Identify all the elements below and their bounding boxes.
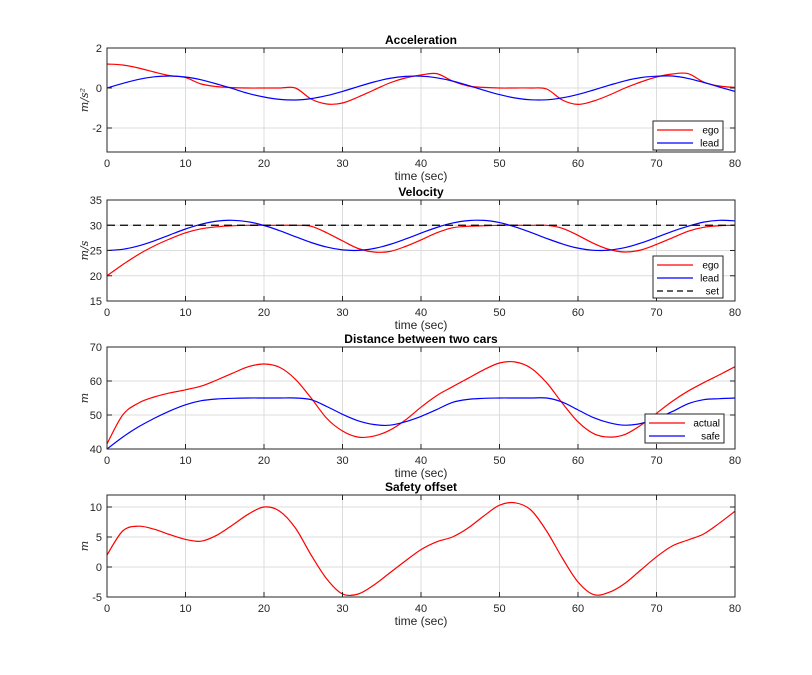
x-tick-label: 70 [650,603,662,615]
x-tick-label: 80 [729,158,741,170]
chart-title: Safety offset [385,480,457,494]
y-tick-label: 15 [90,296,102,308]
x-tick-label: 20 [258,158,270,170]
x-tick-label: 10 [179,158,191,170]
x-tick-label: 60 [572,158,584,170]
x-tick-label: 80 [729,307,741,319]
y-axis-label: m [78,393,91,403]
legend-label: set [706,287,720,298]
x-axis-label: time (sec) [395,614,448,628]
x-tick-label: 10 [179,455,191,467]
series-line-lead [107,219,735,252]
legend: actual safe [644,413,725,444]
legend-label: ego [702,126,719,137]
x-tick-label: 80 [729,455,741,467]
chart-title: Acceleration [385,33,457,47]
x-tick-label: 30 [336,455,348,467]
legend-label: ego [702,261,719,272]
y-tick-label: 5 [96,532,102,544]
x-tick-label: 60 [572,603,584,615]
x-tick-label: 10 [179,307,191,319]
y-axis-label: m [78,541,91,551]
x-tick-label: 0 [104,455,110,467]
x-tick-label: 20 [258,455,270,467]
x-tick-label: 0 [104,158,110,170]
legend-box [652,120,724,151]
series-line-ego [107,63,735,106]
legend: ego lead [652,120,724,151]
y-axis-label: m/s² [78,88,91,112]
legend-label: safe [701,432,720,443]
y-tick-label: 0 [96,562,102,574]
y-tick-label: 30 [90,220,102,232]
series-line-safe [107,397,735,449]
subplot-3: 0 10 20 30 40 50 60 70 80 40 50 60 70 Distance betwee… [78,332,741,480]
subplot-1: 0 10 20 30 40 50 60 70 80 -2 0 2 Acceleration time (s… [78,33,741,183]
x-tick-label: 50 [493,455,505,467]
chart-title: Distance between two cars [344,332,498,346]
legend: ego lead set [652,255,724,299]
x-tick-label: 70 [650,455,662,467]
x-tick-label: 50 [493,307,505,319]
x-tick-label: 70 [650,307,662,319]
legend-label: actual [693,419,720,430]
x-axis-label: time (sec) [395,169,448,183]
series-line-ego [107,224,735,277]
y-tick-label: 50 [90,410,102,422]
x-tick-label: 30 [336,307,348,319]
subplot-2: 0 10 20 30 40 50 60 70 80 15 20 25 30 35 Velocity time … [78,185,741,332]
x-tick-label: 20 [258,307,270,319]
x-tick-label: 40 [415,307,427,319]
x-axis-label: time (sec) [395,466,448,480]
x-tick-label: 40 [415,158,427,170]
y-tick-label: 0 [96,83,102,95]
x-tick-label: 40 [415,455,427,467]
x-tick-label: 50 [493,603,505,615]
y-tick-label: 20 [90,271,102,283]
x-tick-label: 40 [415,603,427,615]
y-tick-label: 10 [90,502,102,514]
y-tick-label: -5 [92,592,102,604]
y-tick-label: 25 [90,246,102,258]
x-tick-label: 30 [336,603,348,615]
x-tick-label: 0 [104,603,110,615]
series-line-lead [107,75,735,101]
y-tick-label: 40 [90,444,102,456]
y-tick-label: 60 [90,376,102,388]
x-tick-label: 60 [572,455,584,467]
x-tick-label: 60 [572,307,584,319]
series-line-offset [107,501,735,597]
y-tick-label: 2 [96,43,102,55]
x-tick-label: 80 [729,603,741,615]
x-axis-label: time (sec) [395,318,448,332]
x-tick-label: 0 [104,307,110,319]
y-tick-label: 70 [90,342,102,354]
x-tick-label: 70 [650,158,662,170]
x-tick-label: 50 [493,158,505,170]
y-tick-label: -2 [92,123,102,135]
legend-box [644,413,725,444]
x-tick-label: 10 [179,603,191,615]
legend-label: lead [700,274,719,285]
x-tick-label: 20 [258,603,270,615]
x-tick-label: 30 [336,158,348,170]
chart-title: Velocity [398,185,444,199]
y-axis-label: m/s [78,240,91,260]
y-tick-label: 35 [90,195,102,207]
legend-label: lead [700,139,719,150]
series-line-actual [107,360,735,445]
